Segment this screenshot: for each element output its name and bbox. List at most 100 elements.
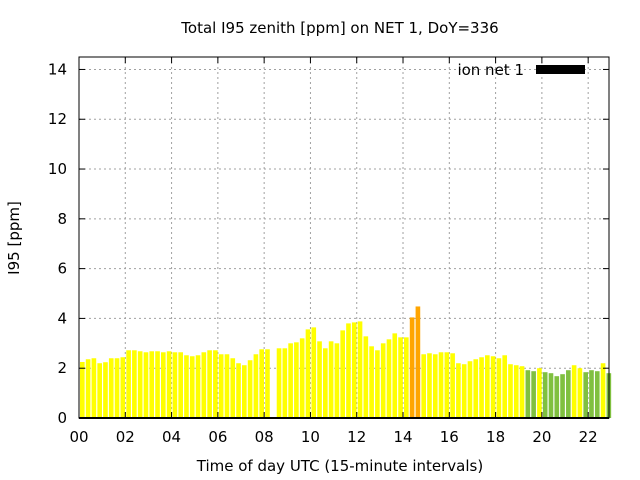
- bar: [531, 371, 536, 418]
- x-tick-label: 16: [440, 428, 459, 446]
- bar: [398, 337, 403, 418]
- bar: [126, 350, 131, 418]
- bar: [155, 351, 160, 418]
- bar: [392, 333, 398, 418]
- bar: [85, 359, 91, 418]
- grid: [79, 57, 609, 418]
- bar: [149, 351, 155, 418]
- bar: [323, 348, 328, 418]
- bar: [560, 374, 565, 418]
- bar: [178, 352, 183, 418]
- bar: [548, 373, 554, 418]
- bar: [114, 358, 120, 418]
- bar: [288, 343, 293, 418]
- bar: [189, 356, 195, 418]
- x-tick-label: 20: [532, 428, 551, 446]
- y-tick-label: 10: [48, 160, 67, 178]
- bar: [467, 361, 473, 418]
- bar: [91, 358, 97, 418]
- bar: [583, 372, 589, 418]
- x-tick-label: 22: [579, 428, 598, 446]
- bar: [317, 341, 322, 418]
- x-tick-label: 06: [208, 428, 227, 446]
- bar: [242, 365, 247, 418]
- bar: [438, 352, 444, 418]
- bar: [253, 354, 259, 418]
- bar: [334, 343, 340, 418]
- bar: [508, 364, 513, 418]
- bar: [137, 351, 143, 418]
- x-tick-label: 18: [486, 428, 505, 446]
- bar: [120, 357, 126, 418]
- x-axis-label: Time of day UTC (15-minute intervals): [196, 457, 483, 475]
- x-tick-label: 10: [301, 428, 320, 446]
- bar: [97, 363, 102, 418]
- bar: [80, 361, 85, 418]
- bar: [230, 358, 236, 418]
- bar: [282, 348, 288, 418]
- bar: [542, 372, 548, 418]
- bar: [456, 363, 461, 418]
- bar: [427, 353, 432, 418]
- bar: [432, 354, 438, 418]
- bar: [340, 330, 345, 418]
- bar: [218, 354, 224, 418]
- bar: [195, 355, 201, 418]
- y-tick-label: 14: [48, 60, 67, 78]
- bar: [328, 341, 334, 418]
- bar: [461, 364, 467, 418]
- bar: [346, 323, 351, 418]
- bar: [554, 376, 560, 418]
- bar: [577, 368, 583, 418]
- bar: [421, 354, 427, 418]
- x-tick-label: 12: [347, 428, 366, 446]
- x-tick-label: 08: [255, 428, 274, 446]
- bar: [409, 317, 415, 418]
- bar: [132, 350, 137, 418]
- bar: [386, 339, 392, 418]
- bar: [525, 370, 531, 418]
- bar: [247, 360, 253, 418]
- bar: [201, 352, 207, 418]
- y-axis-label: I95 [ppm]: [5, 201, 23, 275]
- y-tick-label: 0: [57, 409, 67, 427]
- bar: [485, 355, 490, 418]
- y-tick-label: 2: [57, 359, 67, 377]
- bar: [265, 349, 270, 418]
- bar: [600, 363, 606, 418]
- bar: [375, 350, 380, 418]
- bar: [236, 363, 241, 418]
- bar: [276, 348, 282, 418]
- bar: [571, 365, 577, 418]
- bar: [161, 352, 166, 418]
- bar: [537, 368, 542, 418]
- legend: ion net 1: [457, 61, 585, 79]
- bar: [207, 350, 212, 418]
- bar: [259, 349, 264, 418]
- bar: [103, 362, 108, 418]
- bar: [363, 336, 369, 418]
- legend-label: ion net 1: [457, 61, 524, 79]
- bar: [513, 365, 519, 418]
- bar: [213, 350, 218, 418]
- bar: [172, 352, 178, 418]
- y-tick-label: 12: [48, 110, 67, 128]
- x-tick-label: 02: [116, 428, 135, 446]
- bar: [594, 371, 600, 418]
- bar: [404, 337, 409, 418]
- bar: [450, 353, 455, 418]
- bar: [311, 327, 317, 418]
- x-tick-label: 00: [69, 428, 88, 446]
- y-tick-label: 8: [57, 210, 67, 228]
- bar: [415, 306, 421, 418]
- bar: [357, 321, 363, 418]
- bar: [444, 352, 450, 418]
- y-tick-label: 6: [57, 260, 67, 278]
- bar: [479, 357, 484, 418]
- bar: [166, 351, 172, 418]
- bar: [473, 359, 479, 418]
- bar: [490, 356, 496, 418]
- bar: [294, 342, 299, 418]
